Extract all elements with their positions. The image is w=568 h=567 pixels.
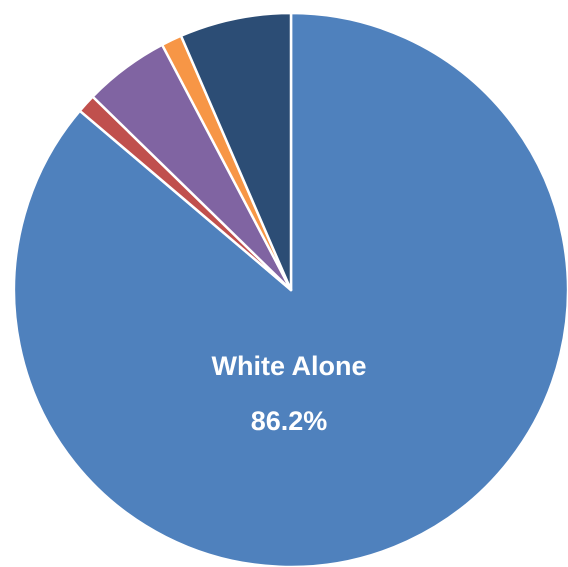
pie-data-labels: White Alone 86.2% <box>212 351 367 436</box>
pie-slice-4 <box>179 11 293 292</box>
slice-label-white-alone: White Alone <box>212 351 367 381</box>
slice-value-white-alone: 86.2% <box>251 406 328 436</box>
pie-slices <box>12 11 568 567</box>
